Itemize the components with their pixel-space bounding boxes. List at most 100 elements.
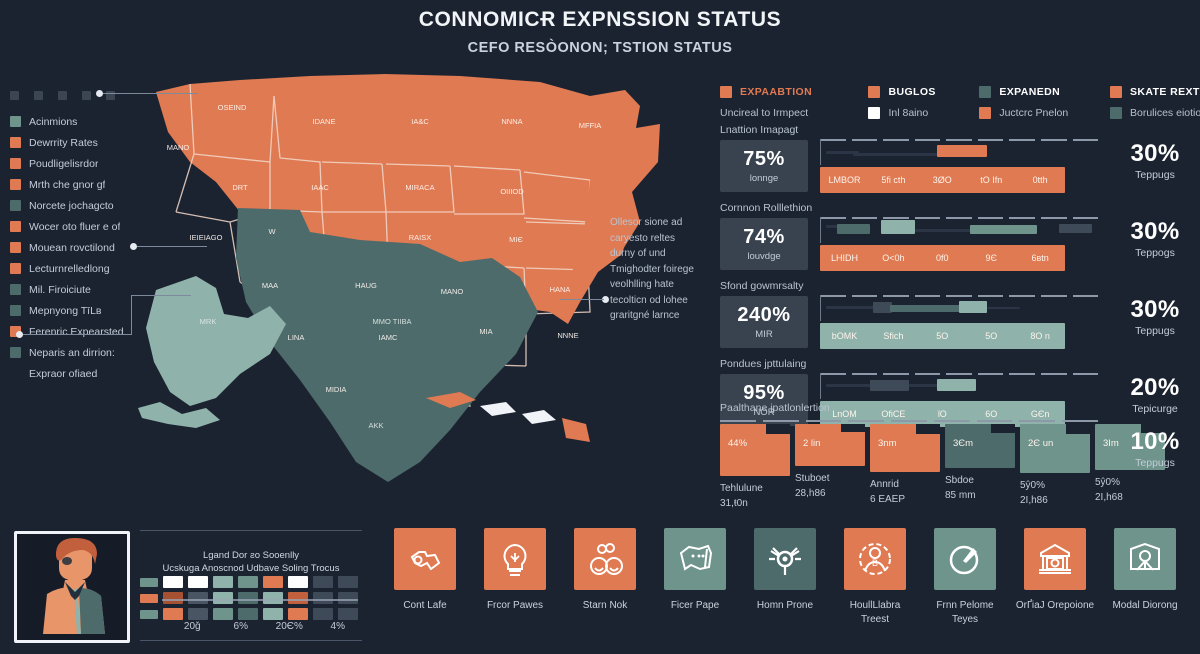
heatmap-cell[interactable] [313, 592, 333, 604]
stat-value-tile[interactable]: 74% louvdge [720, 218, 808, 270]
heatmap-cell[interactable] [188, 576, 208, 588]
heatmap-cell[interactable] [213, 608, 233, 620]
avatar-card[interactable] [14, 531, 130, 643]
axis-tick [851, 295, 878, 297]
heatmap-cell[interactable] [188, 592, 208, 604]
connector-line [23, 334, 131, 335]
map-panel[interactable]: OSEIND IDANE IA&C NNNA MFFIA MANO DRT IAAC M… [0, 62, 715, 512]
heatmap-cell[interactable] [163, 576, 183, 588]
legend-item-list: Acinmions Dewrrity Rates Poudligelisrdor Mr… [10, 111, 165, 384]
axis-tick [851, 373, 878, 375]
legend-item[interactable]: Ferenric Expearsted [10, 321, 165, 342]
user-badge-icon-box[interactable]: B [844, 528, 906, 590]
heatmap-cell[interactable] [288, 576, 308, 588]
heatmap-cell[interactable] [313, 576, 333, 588]
stat-pct-block[interactable]: 30% Teppugs [1110, 296, 1200, 337]
cards-row-pct[interactable]: 10% Teppugs [1110, 428, 1200, 469]
legend-item[interactable]: Poudligelisrdor [10, 153, 165, 174]
heatmap-cell[interactable] [288, 592, 308, 604]
mini-card[interactable]: 2 lin Stuboet 28,һ86 [795, 424, 865, 509]
us-map-svg[interactable]: OSEIND IDANE IA&C NNNA MFFIA MANO DRT IAAC M… [120, 62, 680, 512]
legend-item[interactable]: Mouean rovctilond [10, 237, 165, 258]
target-icon-box[interactable] [754, 528, 816, 590]
heatmap-cell[interactable] [213, 592, 233, 604]
binoculars-icon-box[interactable] [394, 528, 456, 590]
mini-card[interactable]: 3Іm 5ŷ0% 2І,һ68 [1095, 424, 1165, 509]
legend-secondary-item[interactable]: Borulices eiotio 4. Lalugs [1110, 107, 1200, 119]
mini-card[interactable]: 2Є un 5ŷ0% 2І,һ86 [1020, 424, 1090, 509]
heatmap-cell[interactable] [188, 608, 208, 620]
axis-tick [946, 295, 972, 297]
legend-item[interactable]: Expraor ofiaed [10, 363, 165, 384]
legend-secondary-item[interactable]: Uncireal to Irmpect [720, 107, 868, 119]
heatmap-cell[interactable] [338, 592, 358, 604]
stat-bar-area[interactable]: LHIDH O<0h 0f0 9Є 6ʙtn [820, 215, 1099, 271]
mini-card[interactable]: 44% Tehlulune 31,ŧ0n [720, 424, 790, 509]
heatmap-cell[interactable] [338, 608, 358, 620]
icon-cell[interactable]: B HoullLlabra Treest [830, 528, 920, 627]
legend-item[interactable]: Lecturnrelledlong [10, 258, 165, 279]
icon-cell[interactable]: Ficer Pape [650, 528, 740, 627]
icon-cell[interactable]: Homn Prone [740, 528, 830, 627]
legend-color-chip [868, 86, 881, 98]
stat-bar-area[interactable]: LMBOR 5fi cth 3ØO tO Іfn 0tth [820, 137, 1099, 193]
bank-icon-box[interactable] [1024, 528, 1086, 590]
heatmap-cell[interactable] [238, 576, 258, 588]
icon-cell[interactable]: OrҐiаJ Orepoione [1010, 528, 1100, 627]
bar-tick-label: 3ØO [932, 175, 952, 185]
mini-card-number: 31,ŧ0n [720, 498, 748, 509]
heatmap-cell[interactable] [288, 608, 308, 620]
legend-item[interactable]: Mil. Firoiciute [10, 279, 165, 300]
heatmap-cell[interactable] [263, 576, 283, 588]
legend-secondary-item[interactable]: Juctcrc Pnelon [979, 107, 1110, 119]
heatmap-cell[interactable] [163, 592, 183, 604]
stat-value-tile[interactable]: 75% lonnge [720, 140, 808, 192]
heatmap-grid[interactable] [140, 576, 358, 624]
stat-pct-block[interactable]: 30% Teppugs [1110, 140, 1200, 181]
heatmap-cell[interactable] [163, 608, 183, 620]
legend-item[interactable]: Norcete jochagcto [10, 195, 165, 216]
clock-dial-icon-box[interactable] [934, 528, 996, 590]
legend-item[interactable]: Neparis an dirrion: [10, 342, 165, 363]
legend-item-label: Ferenric Expearsted [29, 325, 124, 338]
heatmap-cell[interactable] [238, 608, 258, 620]
legend-color-chip [10, 137, 21, 148]
heatmap-cell[interactable] [313, 608, 333, 620]
map-pin-icon-box[interactable] [664, 528, 726, 590]
legend-secondary-item[interactable]: Inl 8ainо [868, 107, 979, 119]
stat-bar-area[interactable]: bOMK Sfiсh 5O 5O 8O n [820, 293, 1099, 349]
glasses-icon-box[interactable] [574, 528, 636, 590]
stat-pct-block[interactable]: 30% Teppogs [1110, 218, 1200, 259]
monitor-user-icon-box[interactable] [1114, 528, 1176, 590]
mini-card-name: Sbdoe [945, 475, 974, 486]
mini-card[interactable]: 3nm Annrid 6 EАEР [870, 424, 940, 509]
heatmap-cell[interactable] [338, 576, 358, 588]
legend-color-chip [1110, 107, 1122, 119]
heatmap-cell[interactable] [213, 576, 233, 588]
heatmap-cell[interactable] [263, 592, 283, 604]
axis-vertical [820, 373, 821, 399]
icon-cell[interactable]: Frcor Pawes [470, 528, 560, 627]
icon-cell[interactable]: Modal Diorong [1100, 528, 1190, 627]
legend-primary-item[interactable]: BUGLOS [868, 86, 979, 98]
lightbulb-icon-box[interactable] [484, 528, 546, 590]
stat-value-tile[interactable]: 95% NOR [720, 374, 808, 426]
legend-primary-item[interactable]: SKATE REXTPRACT [1110, 86, 1200, 98]
heatmap-cell[interactable] [263, 608, 283, 620]
icon-cell[interactable]: Starn Nok [560, 528, 650, 627]
icon-cell[interactable]: Cont Lafe [380, 528, 470, 627]
icon-caption: Homn Prone [756, 600, 814, 611]
stat-bar-area[interactable]: LnOM OfiCE ǐO 6O GЄn [820, 371, 1099, 427]
mini-card[interactable]: 3Єm Sbdoe 85 mm [945, 424, 1015, 509]
heatmap-cell[interactable] [238, 592, 258, 604]
legend-primary-item[interactable]: EXPANEDN [979, 86, 1110, 98]
stat-value-tile[interactable]: 240% MIR [720, 296, 808, 348]
legend-item[interactable]: Acinmions [10, 111, 165, 132]
legend-item[interactable]: Mrth che gnor gf [10, 174, 165, 195]
stat-pct-block[interactable]: 20% Tepicurge [1110, 374, 1200, 415]
legend-primary-item[interactable]: EXPAABTION [720, 86, 868, 98]
legend-item[interactable]: Mepnyong TīLʙ [10, 300, 165, 321]
legend-item[interactable]: Wocer oto fluer e of [10, 216, 165, 237]
icon-cell[interactable]: Frnn Pelome Teyes [920, 528, 1010, 627]
legend-item[interactable]: Dewrrity Rates [10, 132, 165, 153]
